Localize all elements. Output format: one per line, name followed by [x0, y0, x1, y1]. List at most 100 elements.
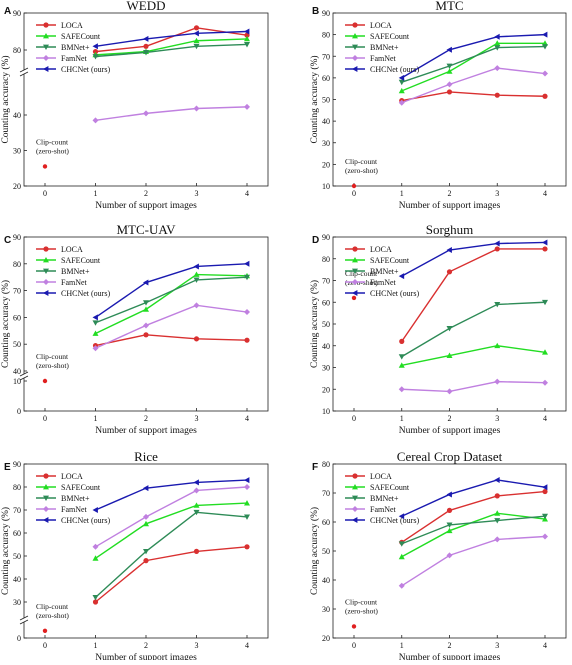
legend-marker [352, 268, 358, 274]
legend-marker [43, 66, 49, 72]
y-tick-label: 80 [322, 31, 330, 40]
legend-marker [43, 246, 49, 252]
chart-title: Cereal Crop Dataset [397, 449, 503, 464]
series-line [401, 45, 546, 83]
legend-marker [43, 22, 49, 28]
data-point [446, 46, 452, 53]
legend-marker [43, 290, 49, 296]
data-point [92, 320, 99, 326]
y-tick-label: 10 [13, 377, 21, 386]
legend-label: FamNet [61, 54, 88, 63]
data-point [244, 484, 250, 490]
y-tick-label: 50 [13, 340, 21, 349]
data-point [542, 93, 548, 99]
legend-label: CHCNet (ours) [61, 289, 110, 298]
zero-shot-label: Clip-count [36, 352, 69, 361]
data-point [193, 105, 200, 112]
data-point [542, 513, 548, 520]
legend-marker [43, 484, 49, 490]
data-point [143, 300, 149, 306]
series-line [95, 276, 248, 324]
legend-label: LOCA [370, 21, 392, 30]
panel-e: E Rice 0 30 40 50 60 70 80 90 0 1 2 3 4 Number of suppo… [0, 449, 269, 663]
data-point [244, 35, 250, 42]
data-point [542, 246, 548, 252]
y-tick-label: 60 [322, 298, 330, 307]
zero-shot-label: Clip-count [36, 137, 69, 146]
x-tick-label: 3 [495, 189, 499, 198]
series-line [95, 106, 248, 122]
axis-break-mark [19, 67, 29, 73]
series-line [401, 479, 546, 517]
legend-marker [43, 506, 49, 512]
series-line [95, 27, 248, 53]
data-point [92, 49, 99, 55]
zero-shot-point [351, 295, 357, 301]
y-tick-label: 60 [322, 74, 330, 83]
y-tick-label: 90 [13, 460, 21, 469]
data-point [398, 582, 405, 589]
data-point [494, 92, 500, 98]
legend-label: BMNet+ [61, 494, 90, 503]
data-point [446, 247, 452, 254]
panel-letter: F [312, 462, 318, 473]
data-point [143, 520, 149, 527]
y-tick-label: 70 [322, 489, 330, 498]
x-tick-label: 4 [543, 641, 547, 650]
data-point [398, 79, 405, 86]
legend-label: CHCNet (ours) [61, 65, 110, 74]
data-point [542, 533, 548, 540]
zero-shot-label: Clip-count [345, 269, 378, 278]
panel-letter: C [4, 235, 11, 246]
x-tick-label: 0 [352, 414, 356, 423]
legend-marker [43, 517, 49, 523]
axis-break-mark [19, 375, 29, 381]
panel-letter: D [312, 235, 319, 246]
panel-letter: B [312, 6, 319, 17]
data-point [398, 99, 405, 106]
series-line [95, 273, 248, 335]
data-point [542, 31, 548, 38]
series-line [401, 380, 546, 393]
data-point [542, 70, 548, 77]
data-point [446, 269, 453, 275]
data-point [494, 40, 501, 46]
data-point [92, 54, 99, 60]
data-point [446, 491, 452, 498]
data-point [494, 476, 500, 483]
legend-marker [352, 495, 358, 501]
series-line [401, 301, 546, 358]
data-point [143, 43, 149, 49]
data-point [193, 277, 200, 283]
x-tick-label: 3 [195, 189, 199, 198]
data-point [494, 240, 500, 247]
y-axis-label: Counting accuracy (%) [309, 507, 320, 595]
zero-shot-point [42, 164, 48, 169]
x-tick-label: 3 [195, 414, 199, 423]
data-point [446, 552, 453, 559]
data-point [494, 302, 501, 308]
data-point [542, 239, 548, 246]
y-tick-label: 80 [13, 46, 21, 55]
series-line [95, 304, 248, 349]
legend-label: BMNet+ [370, 494, 399, 503]
series-line [401, 42, 545, 92]
data-point [193, 487, 200, 494]
zero-shot-label: (zero-shot) [345, 606, 378, 615]
x-axis-label: Number of support images [399, 652, 501, 660]
data-point [446, 68, 453, 74]
y-tick-label: 70 [13, 506, 21, 515]
legend-label: CHCNet (ours) [61, 516, 110, 525]
series-line [95, 263, 248, 318]
y-tick-label: 30 [322, 605, 330, 614]
legend-label: LOCA [370, 245, 392, 254]
y-tick-label: 50 [322, 320, 330, 329]
legend-marker [352, 290, 358, 296]
series-line [401, 490, 546, 543]
zero-shot-label: (zero-shot) [345, 166, 378, 175]
series-line [95, 546, 248, 603]
x-tick-label: 3 [495, 414, 499, 423]
data-point [446, 527, 453, 534]
legend-label: SAFECount [370, 32, 410, 41]
